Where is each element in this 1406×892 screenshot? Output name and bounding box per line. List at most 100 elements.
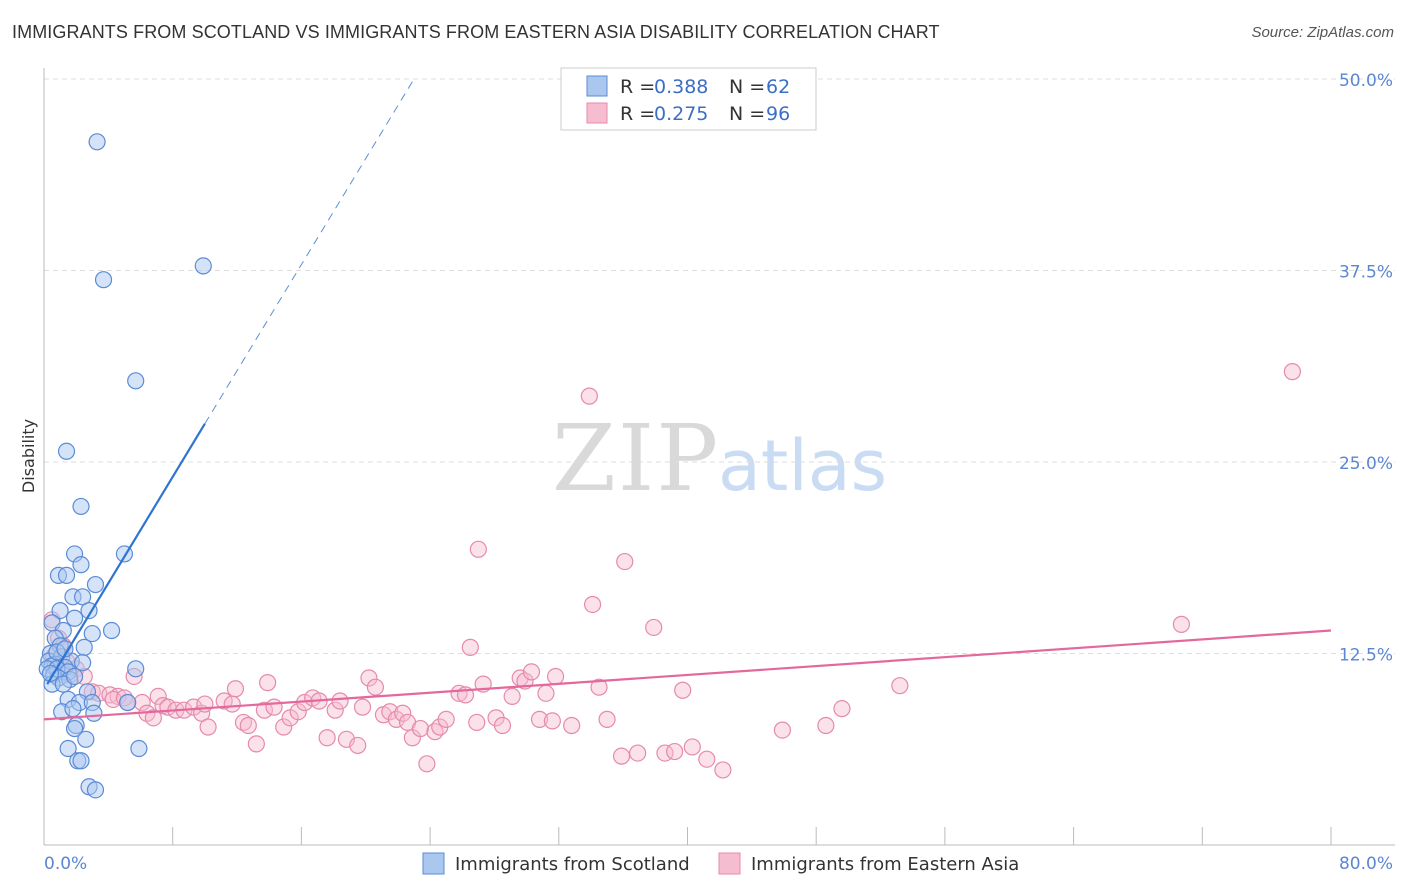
watermark-zip: ZIP [552, 405, 720, 512]
data-point-eastern-asia [239, 716, 257, 735]
legend-r-label-1: R = [620, 76, 661, 98]
data-point-eastern-asia [1283, 363, 1301, 381]
data-point-scotland [94, 271, 113, 289]
data-point-scotland [127, 372, 145, 390]
data-point-scotland [127, 660, 145, 678]
data-point-eastern-asia [1172, 615, 1190, 633]
data-point-scotland [59, 739, 77, 758]
y-tick-label: 50.0% [1339, 71, 1393, 91]
data-point-eastern-asia [493, 716, 512, 735]
data-point-eastern-asia [598, 710, 616, 728]
data-point-scotland [57, 566, 76, 584]
data-point-eastern-asia [259, 674, 277, 692]
data-point-eastern-asia [503, 687, 521, 705]
data-point-scotland [65, 609, 84, 627]
data-point-eastern-asia [537, 684, 555, 702]
data-point-eastern-asia [265, 698, 283, 716]
data-point-eastern-asia [543, 712, 561, 730]
data-point-eastern-asia [426, 723, 444, 741]
data-point-eastern-asia [714, 761, 732, 779]
data-point-eastern-asia [461, 638, 479, 656]
data-point-eastern-asia [450, 684, 468, 702]
legend-n-value-1: 62 [766, 76, 790, 98]
data-point-eastern-asia [255, 701, 273, 719]
y-tick-labels: 12.5% 25.0% 37.5% 50.0% [1339, 71, 1393, 666]
gridlines [44, 78, 1395, 654]
legend-r-value-1: 0.388 [654, 76, 708, 98]
data-point-eastern-asia [583, 595, 602, 614]
data-point-eastern-asia [437, 710, 455, 728]
data-point-eastern-asia [247, 735, 265, 753]
data-point-scotland [41, 664, 60, 683]
axes [43, 68, 1395, 846]
data-point-eastern-asia [773, 721, 792, 739]
data-point-scotland [72, 497, 90, 516]
data-point-eastern-asia [683, 738, 701, 756]
legend-n-value-2: 96 [766, 103, 790, 125]
data-point-eastern-asia [144, 709, 162, 727]
data-point-scotland [194, 257, 212, 275]
bottom-legend-swatch-scotland [422, 852, 445, 875]
data-point-scotland [86, 575, 105, 594]
watermark: ZIP atlas [552, 405, 887, 512]
data-point-eastern-asia [387, 710, 405, 728]
data-point-eastern-asia [149, 687, 167, 705]
data-point-eastern-asia [645, 618, 663, 637]
data-point-scotland [75, 638, 93, 656]
data-point-eastern-asia [833, 700, 851, 718]
data-point-scotland [102, 621, 121, 640]
x-ticks [43, 827, 1332, 845]
data-point-eastern-asia [666, 742, 684, 761]
data-point-scotland [130, 739, 148, 758]
chart-source: Source: ZipAtlas.com [1251, 24, 1394, 41]
data-point-scotland [72, 752, 90, 770]
chart-title: IMMIGRANTS FROM SCOTLAND VS IMMIGRANTS F… [12, 22, 940, 42]
data-point-eastern-asia [366, 678, 385, 696]
data-point-scotland [74, 588, 92, 606]
data-point-scotland [88, 133, 106, 151]
data-point-eastern-asia [629, 744, 647, 762]
data-point-eastern-asia [891, 677, 909, 695]
trend-line-scotland [46, 423, 206, 685]
data-point-scotland [57, 442, 76, 460]
legend-swatch-eastern-asia [586, 102, 608, 124]
data-point-eastern-asia [817, 716, 835, 735]
bottom-legend: Immigrants from Scotland Immigrants from… [422, 852, 1019, 875]
data-point-eastern-asia [468, 713, 486, 732]
data-point-eastern-asia [349, 736, 367, 755]
data-point-scotland [65, 667, 84, 686]
data-point-scotland [85, 704, 103, 722]
legend-swatch-scotland [586, 75, 608, 97]
data-point-scotland [77, 730, 95, 748]
data-point-eastern-asia [223, 695, 241, 713]
data-point-eastern-asia [590, 678, 608, 696]
data-point-scotland [86, 781, 105, 799]
trend-line-eastern-asia [43, 629, 1332, 721]
legend-r-label-2: R = [620, 103, 661, 125]
data-point-eastern-asia [616, 552, 634, 571]
data-point-scotland [64, 700, 82, 718]
data-point-eastern-asia [226, 680, 245, 698]
y-axis-label: Disability [19, 419, 38, 493]
legend: R = 0.388 N = 62 R = 0.275 N = 96 [560, 67, 817, 131]
data-point-eastern-asia [418, 755, 436, 773]
data-point-eastern-asia [674, 681, 692, 699]
x-tick-label-min: 0.0% [44, 854, 87, 874]
series-scotland [38, 133, 212, 799]
bottom-legend-swatch-eastern-asia [718, 852, 741, 875]
legend-n-label-1: N = [729, 76, 771, 98]
y-tick-label: 37.5% [1339, 263, 1393, 283]
legend-n-label-2: N = [729, 103, 771, 125]
data-point-scotland [51, 602, 69, 620]
data-point-scotland [74, 654, 92, 672]
y-tick-label: 25.0% [1339, 454, 1393, 474]
bottom-legend-label-eastern-asia: Immigrants from Eastern Asia [751, 854, 1019, 875]
legend-r-value-2: 0.275 [654, 103, 708, 125]
data-point-eastern-asia [234, 713, 253, 732]
trend-line-scotland-extension [204, 78, 415, 424]
data-point-eastern-asia [360, 669, 378, 687]
data-point-eastern-asia [580, 387, 598, 405]
data-point-eastern-asia [546, 667, 565, 686]
data-point-eastern-asia [275, 718, 293, 736]
